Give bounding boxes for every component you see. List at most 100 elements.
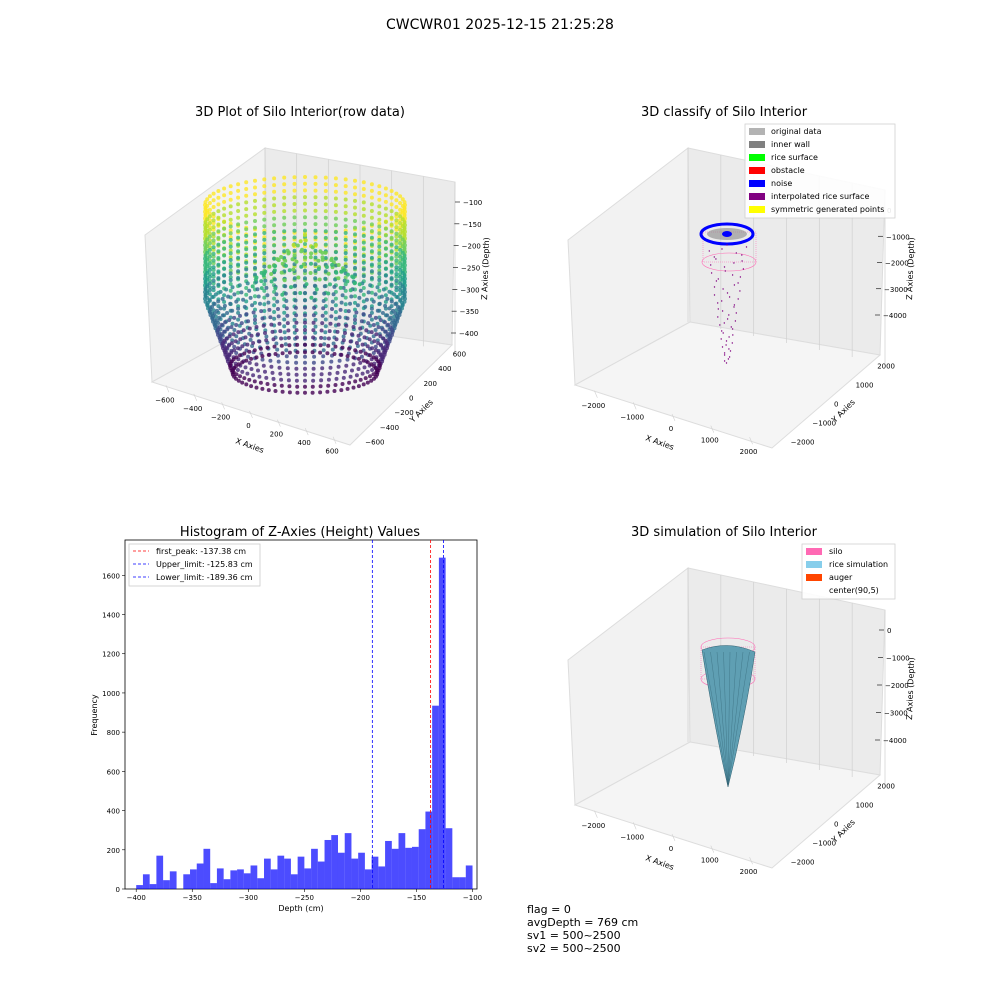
data-point <box>303 181 307 186</box>
data-point <box>383 253 388 258</box>
data-point <box>244 286 249 290</box>
data-point <box>357 295 362 300</box>
data-point <box>391 308 395 313</box>
interpolated-point <box>739 290 741 292</box>
interpolated-point <box>726 244 728 246</box>
data-point <box>361 254 366 258</box>
interpolated-point <box>717 308 719 310</box>
y-tick-label: 200 <box>424 380 437 388</box>
data-point <box>298 239 303 244</box>
data-point <box>222 233 227 238</box>
data-point <box>205 217 210 222</box>
interpolated-point <box>715 258 717 260</box>
data-point <box>383 220 388 224</box>
data-point <box>292 235 297 240</box>
data-point <box>353 252 357 257</box>
interpolated-point <box>732 334 734 336</box>
data-point <box>207 234 212 239</box>
data-point <box>228 288 233 293</box>
data-point <box>232 344 237 349</box>
y-tick-label: 1400 <box>102 612 120 620</box>
mesh-line <box>703 651 729 787</box>
data-point <box>253 205 257 210</box>
data-point <box>275 347 280 352</box>
data-point <box>257 339 262 344</box>
data-point <box>271 376 276 381</box>
data-point <box>272 236 277 241</box>
hist-bar <box>250 865 258 889</box>
data-point <box>211 225 216 230</box>
hist-bar <box>304 868 312 889</box>
data-point <box>287 384 292 389</box>
data-point <box>216 256 221 260</box>
data-point <box>272 183 277 188</box>
hist-bar <box>210 883 217 889</box>
data-point <box>283 291 288 296</box>
data-point <box>292 276 297 281</box>
data-point <box>354 373 359 378</box>
legend-frame <box>128 543 261 587</box>
data-point <box>280 292 285 297</box>
data-point <box>378 318 383 323</box>
data-point <box>207 194 212 199</box>
data-point <box>369 195 374 200</box>
data-point <box>264 338 269 343</box>
interpolated-point <box>728 348 730 350</box>
data-point <box>303 298 307 303</box>
data-point <box>244 180 249 185</box>
data-point <box>323 182 328 187</box>
hist-bar <box>297 856 305 889</box>
data-point <box>216 209 221 214</box>
data-point <box>228 271 233 276</box>
y-tick-label: −2000 <box>791 859 815 867</box>
data-point <box>394 265 399 270</box>
data-point <box>340 382 345 386</box>
data-point <box>238 337 243 342</box>
data-point <box>215 308 219 313</box>
data-point <box>222 246 227 251</box>
data-point <box>333 196 338 201</box>
data-point <box>377 275 382 280</box>
y-tick-label: 400 <box>438 365 451 373</box>
data-point <box>343 231 348 235</box>
data-point <box>282 317 287 322</box>
data-point <box>296 275 301 280</box>
data-point <box>377 278 382 283</box>
avg-depth-text: avgDepth = 769 cm <box>527 916 639 929</box>
data-point <box>236 330 241 335</box>
data-point <box>343 302 348 307</box>
data-point <box>244 213 249 218</box>
data-point <box>207 261 212 266</box>
data-point <box>333 316 338 321</box>
data-point <box>345 316 350 321</box>
data-point <box>347 380 352 385</box>
footer-stats: flag = 0 avgDepth = 769 cm sv1 = 500~250… <box>520 890 650 955</box>
data-point <box>402 280 407 285</box>
hist-bar <box>351 858 359 889</box>
data-point <box>373 292 378 297</box>
data-point <box>345 272 350 277</box>
interpolated-point <box>728 314 730 316</box>
data-point <box>344 363 349 368</box>
data-point <box>333 310 338 314</box>
data-point <box>294 335 299 340</box>
data-point <box>269 322 274 327</box>
data-point <box>244 207 249 212</box>
data-point <box>383 199 388 204</box>
data-point <box>358 349 363 354</box>
data-point <box>263 269 268 274</box>
interpolated-point <box>723 352 726 354</box>
data-point <box>262 224 267 229</box>
data-point <box>320 360 325 365</box>
data-point <box>377 258 382 262</box>
data-point <box>398 261 403 266</box>
data-point <box>265 293 270 298</box>
data-point <box>389 299 394 304</box>
data-point <box>377 261 382 266</box>
data-point <box>230 338 235 343</box>
data-point <box>207 221 212 226</box>
data-point <box>203 206 208 211</box>
data-point <box>333 383 338 387</box>
data-point <box>286 335 291 340</box>
data-point <box>381 287 386 292</box>
